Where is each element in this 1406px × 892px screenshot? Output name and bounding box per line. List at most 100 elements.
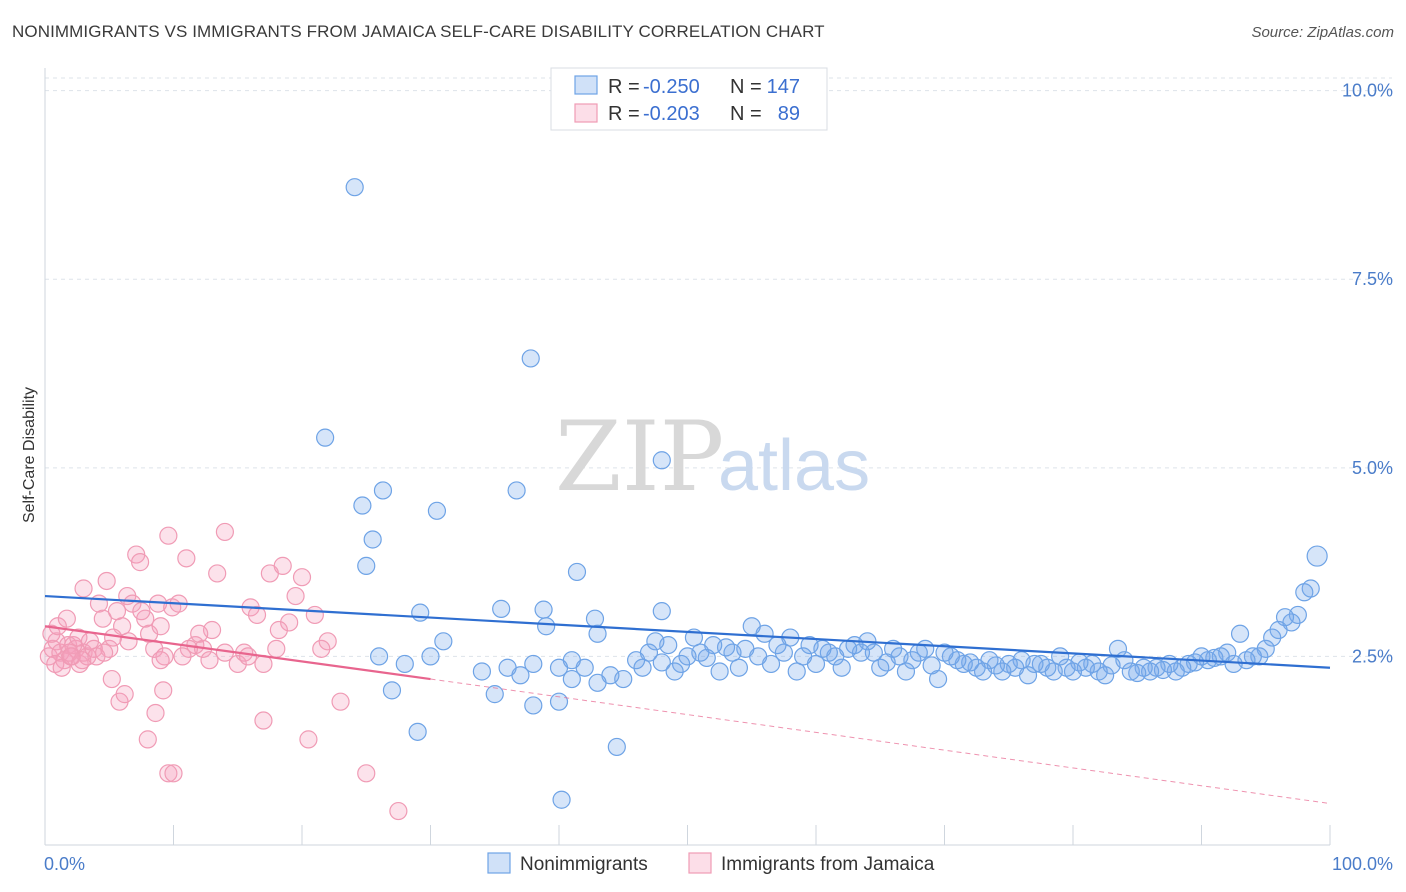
nonimmigrant-point-22 (1263, 628, 1282, 647)
immigrant-point-88 (61, 647, 80, 666)
nonimmigrant-point-113 (678, 647, 697, 666)
legend-n-label-1: N = (730, 76, 762, 98)
trend-line-immigrants (44, 625, 431, 681)
legend-swatch-pink (574, 103, 598, 123)
nonimmigrant-point-9 (357, 556, 376, 575)
series-immigrants-points (39, 522, 408, 821)
immigrant-point-15 (69, 628, 88, 647)
immigrant-point-87 (95, 643, 114, 662)
immigrant-point-85 (269, 620, 288, 640)
immigrant-point-57 (286, 586, 305, 606)
immigrant-point-58 (305, 605, 324, 625)
watermark-zip: ZIP (555, 401, 724, 513)
nonimmigrant-point-131 (498, 658, 517, 677)
nonimmigrant-point-146 (585, 609, 605, 628)
nonimmigrant-point-134 (434, 632, 453, 651)
nonimmigrant-point-144 (552, 790, 571, 809)
y-tick-label-2: 7.5% (1352, 269, 1393, 289)
nonimmigrant-point-143 (607, 737, 626, 757)
nonimmigrant-point-114 (671, 654, 691, 674)
nonimmigrant-point-98 (774, 643, 793, 662)
nonimmigrant-point-108 (710, 662, 729, 681)
immigrant-point-64 (115, 685, 134, 704)
immigrant-point-69 (164, 764, 183, 783)
immigrant-point-61 (208, 564, 227, 583)
x-tick-labels: 0.0% 100.0% (44, 854, 1393, 874)
nonimmigrant-point-10 (567, 562, 587, 582)
nonimmigrant-point-89 (832, 658, 851, 677)
nonimmigrant-point-21 (1269, 620, 1288, 640)
immigrant-point-47 (228, 654, 247, 674)
nonimmigrant-point-84 (864, 643, 883, 662)
nonimmigrant-point-6 (507, 481, 526, 500)
nonimmigrant-point-12 (534, 600, 553, 619)
legend-n-value-2: 89 (778, 103, 800, 125)
nonimmigrant-point-132 (485, 685, 504, 704)
legend: R = -0.250 N = 147 R = -0.203 N = 89 (550, 67, 828, 131)
nonimmigrant-point-117 (652, 653, 671, 672)
nonimmigrant-point-105 (729, 658, 749, 677)
immigrant-point-80 (132, 602, 151, 621)
nonimmigrant-point-0 (345, 178, 364, 197)
immigrant-point-73 (357, 764, 376, 783)
immigrant-point-19 (73, 651, 92, 670)
watermark: ZIP atlas (555, 401, 870, 513)
immigrant-point-62 (102, 669, 121, 689)
nonimmigrant-point-120 (633, 658, 652, 677)
immigrant-point-84 (238, 647, 258, 666)
immigrant-point-50 (247, 605, 267, 625)
bottom-legend-immigrants: Immigrants from Jamaica (721, 854, 935, 875)
legend-r-value-2: -0.203 (643, 103, 700, 125)
trend-line-immigrants-extended (430, 678, 1331, 805)
immigrant-point-83 (200, 651, 219, 670)
x-tick-label-1: 100.0% (1332, 854, 1393, 874)
nonimmigrant-point-15 (1306, 545, 1328, 567)
nonimmigrant-point-95 (794, 647, 813, 666)
immigrant-point-65 (138, 730, 157, 749)
nonimmigrant-point-103 (742, 617, 761, 636)
immigrant-point-59 (318, 632, 337, 651)
immigrant-point-11 (42, 624, 61, 643)
nonimmigrant-point-46 (1108, 639, 1128, 658)
nonimmigrant-point-17 (1295, 583, 1314, 602)
y-tick-label-0: 2.5% (1352, 646, 1393, 666)
immigrant-point-86 (312, 639, 331, 658)
nonimmigrant-point-1 (521, 349, 540, 368)
y-axis-label: Self-Care Disability (21, 387, 38, 523)
nonimmigrant-point-83 (871, 658, 890, 677)
nonimmigrant-point-124 (588, 673, 607, 692)
x-tick-label-0: 0.0% (44, 854, 85, 874)
immigrant-point-82 (173, 647, 192, 666)
immigrant-point-55 (280, 613, 299, 632)
nonimmigrant-point-4 (373, 481, 393, 500)
axes (44, 68, 1331, 846)
nonimmigrant-point-129 (524, 654, 543, 674)
source-credit: Source: ZipAtlas.com (1251, 24, 1394, 41)
nonimmigrant-point-5 (353, 496, 372, 515)
immigrant-point-81 (151, 651, 170, 670)
immigrant-point-37 (151, 617, 170, 636)
immigrant-point-74 (389, 801, 408, 821)
nonimmigrant-point-75 (922, 656, 941, 675)
nonimmigrant-point-79 (896, 662, 916, 681)
nonimmigrant-point-96 (787, 662, 806, 681)
nonimmigrant-point-27 (1230, 624, 1250, 643)
nonimmigrant-point-3 (652, 451, 671, 470)
y-tick-label-3: 10.0% (1342, 81, 1393, 101)
immigrant-point-13 (57, 609, 76, 628)
nonimmigrant-point-141 (549, 692, 569, 711)
immigrant-point-72 (299, 730, 318, 749)
nonimmigrant-point-142 (562, 669, 581, 689)
y-tick-labels: 2.5% 5.0% 7.5% 10.0% (1342, 81, 1393, 667)
nonimmigrant-point-43 (1128, 663, 1147, 683)
immigrant-point-71 (254, 711, 273, 730)
nonimmigrant-point-118 (646, 632, 665, 651)
immigrant-point-66 (146, 703, 165, 723)
legend-r-label-2: R = (608, 103, 640, 125)
nonimmigrant-point-13 (652, 602, 671, 621)
immigrant-point-53 (267, 639, 286, 658)
immigrant-point-39 (159, 526, 178, 545)
nonimmigrant-point-133 (472, 662, 491, 681)
immigrant-point-28 (112, 617, 132, 636)
immigrant-point-79 (119, 632, 138, 651)
